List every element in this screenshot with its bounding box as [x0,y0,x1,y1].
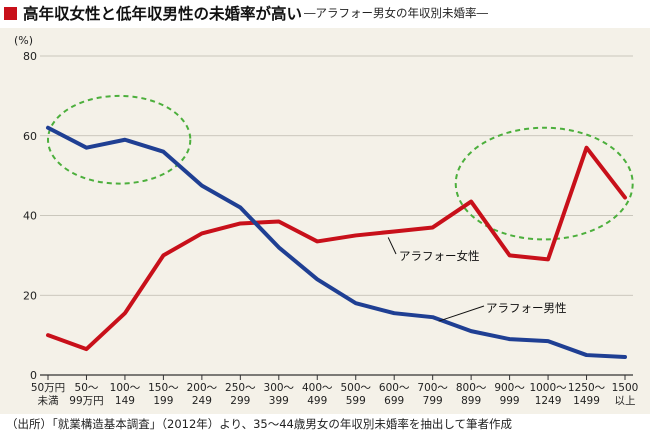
x-tick-label-line: 249 [192,395,212,407]
high-income-female-ellipse [454,126,634,241]
x-tick-label-line: 未満 [38,395,59,407]
x-tick-label-0: 50万円未満 [31,382,65,407]
series-line-0 [46,145,627,352]
x-tick-label-line: 1249 [535,395,562,407]
series-line-1 [46,125,627,360]
x-tick-label-11: 800～ 899 [456,382,487,407]
chart-subtitle: ―アラフォー男女の年収別未婚率― [304,6,489,20]
x-tick-label-line: 700～ [417,382,448,394]
x-tick-label-9: 600～ 699 [379,382,410,407]
x-tick-label-line: 799 [423,395,443,407]
x-tick-label-1: 50～ 99万円 [69,382,103,407]
x-tick-label-13: 1000～ 1249 [529,382,567,407]
x-tick-label-line: 900～ [494,382,525,394]
x-tick-label-line: 250～ [225,382,256,394]
x-tick-label-line: 149 [115,395,135,407]
grid-layer [40,55,633,296]
label-layer: アラフォー女性 アラフォー男性 (%) [14,34,567,315]
chart-title: 高年収女性と低年収男性の未婚率が高い [23,5,303,23]
x-tick-label-3: 150～ 199 [148,382,179,407]
x-tick-label-line: 999 [500,395,520,407]
x-tick-label-2: 100～ 149 [110,382,141,407]
x-tick-label-15: 1500 以上 [612,382,639,407]
x-tick-label-line: 1250～ [568,382,606,394]
x-tick-label-5: 250～ 299 [225,382,256,407]
x-tick-label-line: 150～ [148,382,179,394]
leader-line-male [438,305,485,322]
x-tick-label-line: 699 [384,395,404,407]
x-tick-label-4: 200～ 249 [187,382,218,407]
x-tick-label-line: 399 [269,395,289,407]
highlight-layer [47,94,634,241]
x-tick-label-line: 1500 [612,382,639,394]
y-axis-unit: (%) [14,34,33,47]
x-tick-label-line: 1000～ [529,382,567,394]
x-tick-label-line: 50万円 [31,382,65,394]
x-tick-label-8: 500～ 599 [340,382,371,407]
x-tick-label-line: 50～ [75,382,99,394]
x-tick-label-line: 500～ [340,382,371,394]
x-tick-label-line: 899 [461,395,481,407]
title-marker [4,6,17,20]
y-tick-label-0: 0 [30,369,37,382]
x-tick-label-14: 1250～ 1499 [568,382,606,407]
title-bar: 高年収女性と低年収男性の未婚率が高い ―アラフォー男女の年収別未婚率― [0,0,650,26]
y-tick-label-20: 20 [23,289,37,302]
x-tick-label-7: 400～ 499 [302,382,333,407]
x-tick-label-line: 599 [346,395,366,407]
series-layer [46,125,627,360]
low-income-male-ellipse [47,94,192,185]
x-tick-label-line: 299 [230,395,250,407]
x-tick-label-10: 700～ 799 [417,382,448,407]
chart-area: 0 20 40 60 80 50万円未満 50～ 99万円 100～ 149 150～ 199 200～… [0,28,650,414]
y-tick-label-40: 40 [23,210,37,223]
x-tick-label-line: 800～ [456,382,487,394]
x-tick-label-12: 900～ 999 [494,382,525,407]
x-tick-label-line: 499 [307,395,327,407]
y-tick-label-80: 80 [23,50,37,63]
x-tick-label-line: 300～ [264,382,295,394]
y-tick-label-60: 60 [23,130,37,143]
x-tick-label-line: 200～ [187,382,218,394]
x-tick-label-line: 100～ [110,382,141,394]
x-tick-label-line: 600～ [379,382,410,394]
x-tick-label-line: 1499 [573,395,600,407]
x-tick-label-line: 99万円 [69,395,103,407]
x-tick-label-6: 300～ 399 [264,382,295,407]
series-label-male: アラフォー男性 [486,301,567,315]
x-tick-label-line: 199 [153,395,173,407]
leader-line-female [387,237,397,255]
x-tick-label-line: 400～ [302,382,333,394]
source-note: （出所）「就業構造基本調査」（2012年）より、35～44歳男女の年収別未婚率を… [6,417,512,431]
x-tick-label-line: 以上 [615,395,636,407]
series-label-female: アラフォー女性 [399,249,480,263]
